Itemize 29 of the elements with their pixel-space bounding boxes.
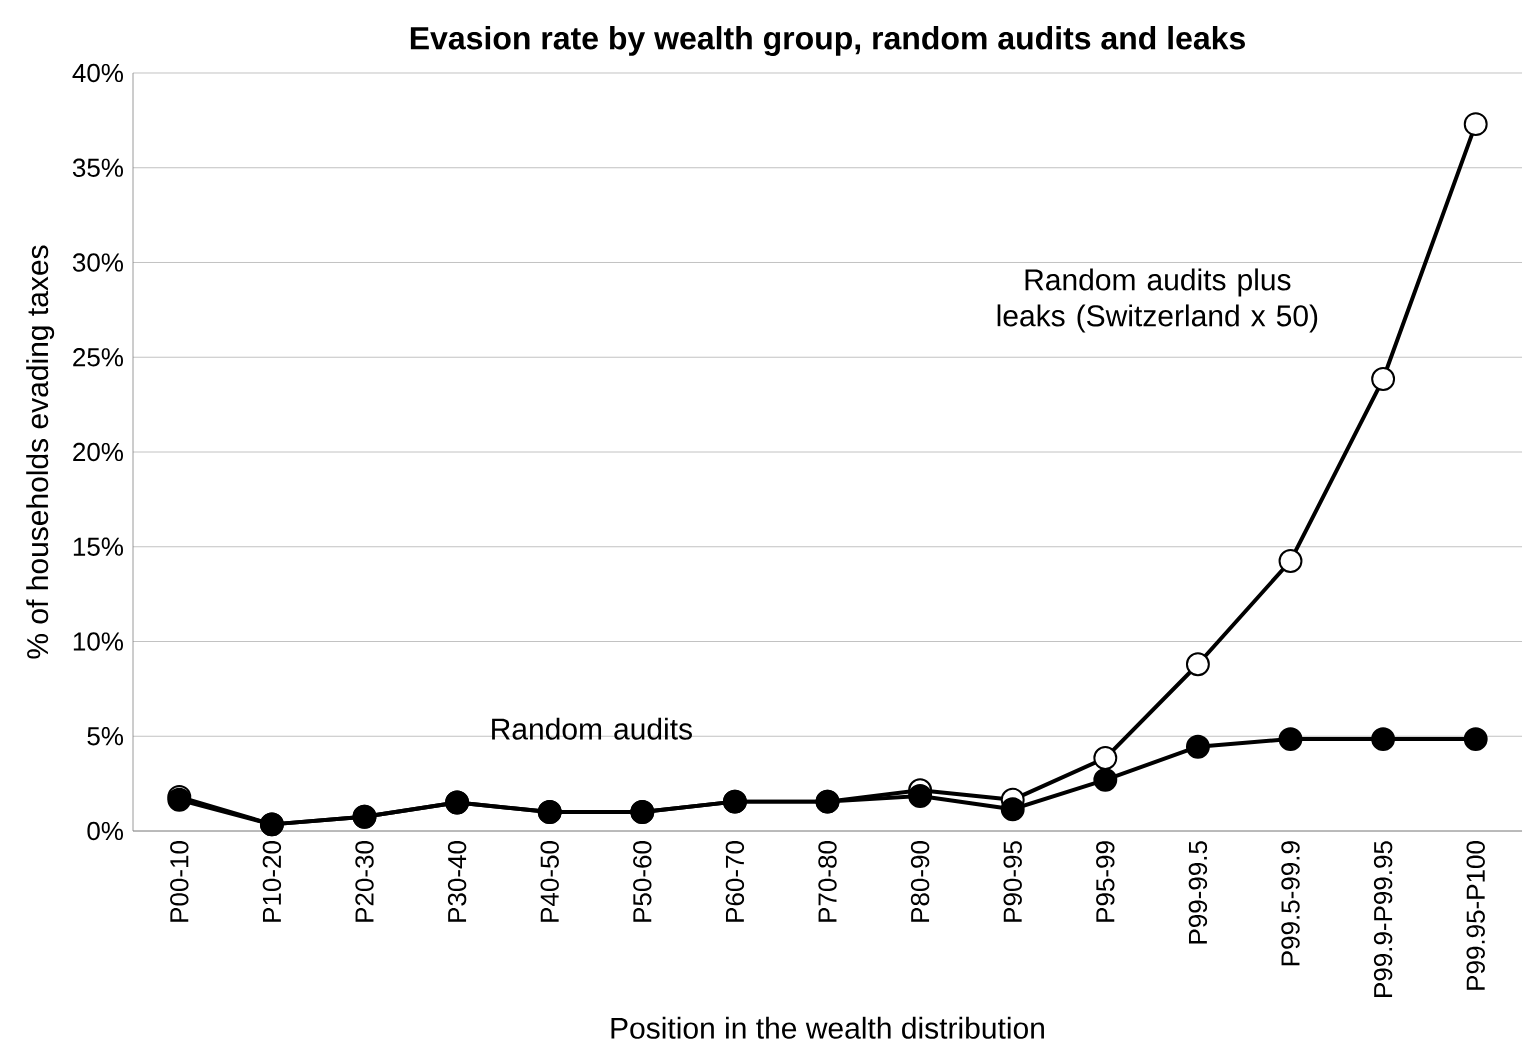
x-tick-label: P80-90	[910, 841, 930, 922]
chart-title: Evasion rate by wealth group, random audits and leaks	[410, 26, 1245, 56]
y-tick-label: 35%	[72, 158, 123, 177]
x-tick-label: P40-50	[540, 841, 559, 922]
x-tick-label: P60-70	[725, 841, 745, 922]
y-tick-label: 10%	[73, 632, 123, 651]
x-tick-label: P99.9-P99.95	[1373, 841, 1393, 997]
text: Random audits plus leaks (Switzerland x 50)	[997, 268, 1318, 333]
y-tick-label: 30%	[72, 253, 123, 272]
y-tick-label: 15%	[73, 537, 123, 556]
y-tick-label: 0%	[87, 821, 123, 841]
y-tick-label: 40%	[72, 63, 123, 83]
x-tick-label: P90-95	[1003, 841, 1022, 922]
x-axis-title: Position in the wealth distribution	[611, 1016, 1044, 1039]
text: Random audits	[492, 717, 692, 740]
x-tick-label: P99.5-99.9	[1281, 841, 1300, 966]
y-tick-label: 5%	[87, 727, 123, 746]
y-tick-label: 25%	[73, 348, 123, 367]
x-tick-label: P20-30	[355, 841, 374, 922]
y-axis-title: % of households evading taxes	[26, 245, 55, 659]
x-tick-label: P99.95-P100	[1466, 841, 1485, 990]
y-tick-label: 20%	[73, 442, 123, 462]
x-tick-label: P70-80	[818, 841, 837, 922]
x-tick-label: P50-60	[633, 841, 652, 922]
x-tick-label: P10-20	[262, 841, 282, 922]
x-tick-label: P00-10	[170, 841, 189, 922]
x-tick-label: P30-40	[447, 841, 467, 922]
x-tick-label: P99-99.5	[1188, 841, 1208, 944]
x-tick-label: P95-99	[1096, 841, 1115, 922]
